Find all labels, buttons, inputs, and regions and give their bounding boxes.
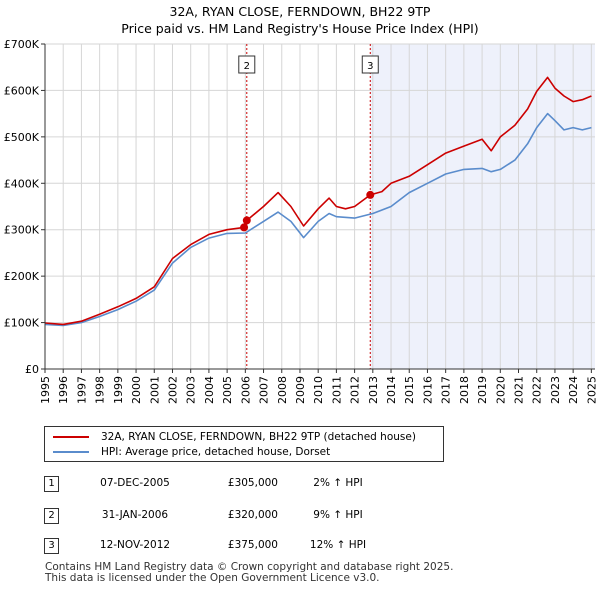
y-tick-label: £700K	[4, 38, 40, 51]
x-tick-label: 2009	[294, 376, 307, 404]
footer-copyright: Contains HM Land Registry data © Crown c…	[45, 561, 454, 573]
x-tick-label: 2001	[148, 376, 161, 404]
x-tick-label: 2019	[476, 376, 489, 404]
x-tick-label: 2014	[385, 376, 398, 404]
x-tick-label: 2011	[330, 376, 343, 404]
x-tick-label: 2022	[531, 376, 544, 404]
y-tick-label: £500K	[4, 131, 40, 144]
x-tick-label: 2016	[421, 376, 434, 404]
x-tick-label: 2018	[458, 376, 471, 404]
transaction-row: 2 31-JAN-2006 £320,000 9% ↑ HPI	[44, 508, 564, 526]
x-tick-label: 2017	[440, 376, 453, 404]
transaction-hpi: 9% ↑ HPI	[313, 509, 363, 521]
x-tick-label: 2004	[203, 376, 216, 404]
chart-title: 32A, RYAN CLOSE, FERNDOWN, BH22 9TP	[169, 4, 431, 19]
x-tick-label: 2013	[367, 376, 380, 404]
transaction-number: 2	[44, 508, 59, 524]
legend-swatch-hpi	[53, 451, 89, 453]
legend-item-property: 32A, RYAN CLOSE, FERNDOWN, BH22 9TP (det…	[53, 430, 416, 444]
chart-subtitle: Price paid vs. HM Land Registry's House …	[121, 21, 479, 36]
x-tick-label: 1996	[57, 376, 70, 404]
x-tick-label: 2003	[185, 376, 198, 404]
x-tick-label: 2002	[166, 376, 179, 404]
sale-point	[366, 190, 375, 199]
transaction-hpi: 12% ↑ HPI	[309, 539, 367, 551]
hpi-line	[44, 112, 592, 327]
y-tick-label: £400K	[4, 177, 40, 190]
y-tick-label: £100K	[4, 317, 40, 330]
transaction-price: £320,000	[227, 509, 278, 521]
y-tick-label: £0	[25, 363, 39, 376]
x-tick-label: 1998	[94, 376, 107, 404]
transaction-date: 12-NOV-2012	[99, 539, 171, 551]
sale-marker-box	[361, 55, 379, 74]
shaded-region	[370, 44, 595, 369]
x-tick-label: 1997	[75, 376, 88, 404]
x-tick-label: 2005	[221, 376, 234, 404]
transaction-date: 31-JAN-2006	[101, 509, 169, 521]
x-tick-label: 2020	[494, 376, 507, 404]
x-tick-label: 2012	[349, 376, 362, 404]
transaction-row: 1 07-DEC-2005 £305,000 2% ↑ HPI	[44, 476, 564, 494]
x-tick-label: 2007	[258, 376, 271, 404]
x-tick-label: 1995	[39, 376, 52, 404]
transaction-date: 07-DEC-2005	[100, 477, 170, 489]
transaction-number: 1	[44, 476, 59, 492]
sale-point	[242, 216, 251, 225]
x-tick-label: 2025	[585, 376, 598, 404]
transaction-row: 3 12-NOV-2012 £375,000 12% ↑ HPI	[44, 538, 564, 556]
legend-label-property: 32A, RYAN CLOSE, FERNDOWN, BH22 9TP (det…	[101, 431, 416, 443]
transaction-number: 3	[44, 538, 59, 554]
x-tick-label: 2015	[403, 376, 416, 404]
x-tick-label: 2021	[513, 376, 526, 404]
property-price-line	[44, 76, 592, 326]
x-tick-label: 2008	[276, 376, 289, 404]
y-tick-label: £300K	[4, 224, 40, 237]
legend-label-hpi: HPI: Average price, detached house, Dors…	[101, 446, 331, 458]
legend-swatch-property	[53, 436, 89, 438]
x-tick-label: 1999	[112, 376, 125, 404]
x-tick-label: 2023	[549, 376, 562, 404]
footer-licence: This data is licensed under the Open Gov…	[45, 572, 380, 584]
x-tick-label: 2010	[312, 376, 325, 404]
transaction-price: £375,000	[227, 539, 278, 551]
price-chart: £0 £100K £200K £300K £400K £500K £600K £700K 199…	[4, 38, 599, 404]
x-tick-label: 2024	[567, 376, 580, 404]
legend: 32A, RYAN CLOSE, FERNDOWN, BH22 9TP (det…	[44, 426, 444, 462]
transaction-hpi: 2% ↑ HPI	[313, 477, 363, 489]
sale-marker-label: 3	[367, 61, 373, 72]
legend-item-hpi: HPI: Average price, detached house, Dors…	[53, 445, 330, 459]
sale-marker-label: 2	[244, 61, 250, 72]
sale-marker-box	[238, 55, 256, 74]
y-tick-label: £200K	[4, 270, 40, 283]
y-tick-label: £600K	[4, 84, 40, 97]
x-tick-label: 2000	[130, 376, 143, 404]
sale-point	[240, 223, 249, 232]
x-tick-label: 2006	[239, 376, 252, 404]
transaction-price: £305,000	[227, 477, 278, 489]
